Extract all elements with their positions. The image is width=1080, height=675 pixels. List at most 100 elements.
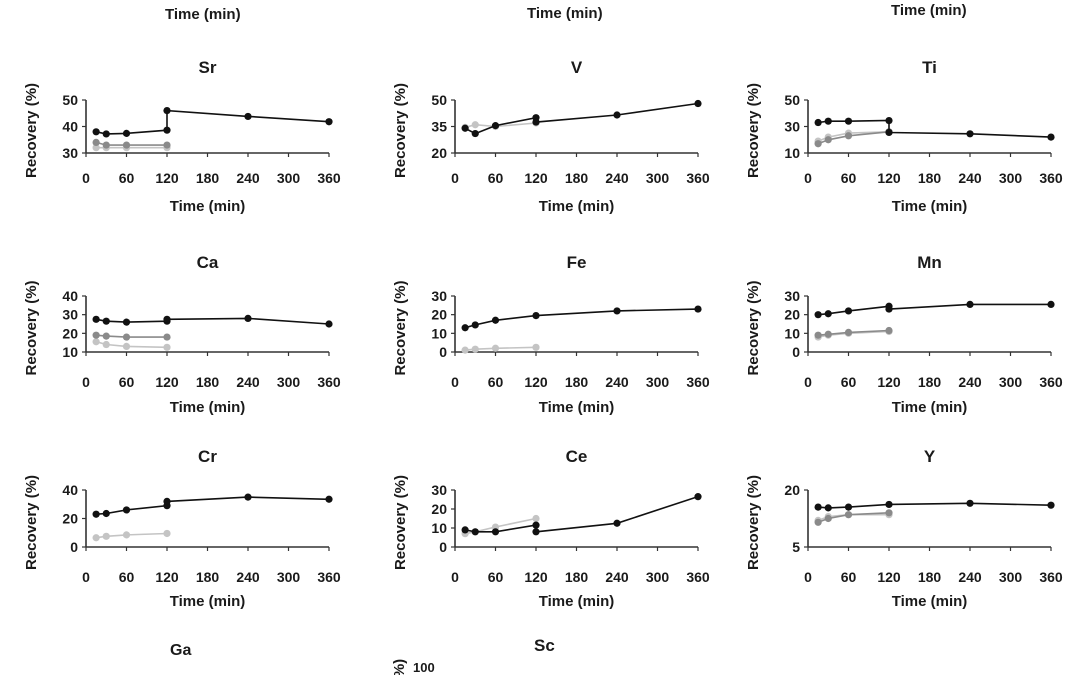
series-line <box>464 517 537 535</box>
x-axis-label: Time (min) <box>539 399 615 416</box>
data-point <box>844 307 853 315</box>
data-point <box>122 506 131 514</box>
data-point <box>122 318 131 326</box>
x-tick-label: 0 <box>804 569 812 585</box>
chart-panel-sr: Sr 30 40 50 0 60 120 180 240 300 360 Time (min) Reco… <box>23 58 341 215</box>
data-point <box>814 518 822 526</box>
bottom-partial-tick: 100 <box>413 660 435 675</box>
data-point <box>885 500 893 509</box>
chart-panel-y: Y 5 20 0 60 120 180 240 300 360 Time (min) Recovery… <box>745 447 1063 610</box>
top-axis-label-2: Time (min) <box>527 5 603 22</box>
y-tick-label: 20 <box>431 145 447 161</box>
data-point <box>844 117 853 125</box>
data-point <box>163 315 171 323</box>
data-point <box>844 328 853 336</box>
x-tick-label: 240 <box>958 569 982 585</box>
x-tick-label: 360 <box>686 569 710 585</box>
series-line <box>465 346 537 351</box>
x-tick-label: 120 <box>877 374 901 390</box>
data-point <box>163 343 171 351</box>
data-point <box>885 128 893 137</box>
y-axis-label: Recovery (%) <box>745 83 762 178</box>
x-tick-label: 180 <box>196 170 220 186</box>
data-point <box>532 312 540 320</box>
y-axis-label: Recovery (%) <box>392 280 409 375</box>
data-point <box>824 514 832 523</box>
data-point <box>461 124 469 132</box>
data-point <box>92 510 100 518</box>
panel-title: Ti <box>922 58 937 77</box>
x-tick-label: 60 <box>119 374 135 390</box>
data-point <box>163 529 171 538</box>
y-tick-label: 30 <box>784 119 800 135</box>
data-point <box>461 526 469 534</box>
data-point <box>471 321 479 329</box>
series-line <box>817 131 890 145</box>
data-point <box>885 326 893 335</box>
data-point <box>966 499 974 507</box>
data-point <box>824 117 832 125</box>
data-point <box>1047 300 1055 308</box>
series-line <box>95 340 168 349</box>
series-line <box>95 141 167 146</box>
x-axis-label: Time (min) <box>892 198 968 215</box>
panel-title: Mn <box>917 253 942 272</box>
series-line <box>464 308 699 329</box>
data-point <box>92 144 100 152</box>
series-line <box>817 512 890 524</box>
data-point <box>122 141 131 149</box>
series-line <box>817 330 890 338</box>
data-point <box>102 509 110 518</box>
y-axis-label: Recovery (%) <box>745 475 762 570</box>
x-tick-label: 0 <box>451 569 459 585</box>
x-tick-label: 60 <box>841 170 857 186</box>
y-tick-label: 20 <box>431 501 447 517</box>
x-tick-label: 120 <box>877 569 901 585</box>
x-axis-label: Time (min) <box>892 593 968 610</box>
x-tick-label: 120 <box>155 374 179 390</box>
y-tick-label: 30 <box>431 288 447 304</box>
top-axis-label-1: Time (min) <box>165 6 241 23</box>
panel-title: Ce <box>566 447 588 466</box>
data-point <box>102 332 110 340</box>
data-point <box>1047 133 1055 141</box>
y-axis-label: Recovery (%) <box>23 280 40 375</box>
data-point <box>92 338 100 346</box>
y-axis-label: Recovery (%) <box>23 475 40 570</box>
data-point <box>461 324 469 332</box>
series-line <box>95 532 168 539</box>
y-tick-label: 20 <box>784 482 800 498</box>
x-tick-label: 180 <box>565 374 589 390</box>
data-point <box>471 345 479 353</box>
y-tick-label: 30 <box>62 145 78 161</box>
panel-title: Cr <box>198 447 217 466</box>
data-point <box>92 315 100 323</box>
data-point <box>244 493 252 501</box>
data-point <box>92 534 100 542</box>
data-point <box>163 107 171 115</box>
y-axis-label: Recovery (%) <box>392 83 409 178</box>
x-tick-label: 360 <box>1039 569 1063 585</box>
data-point <box>471 528 479 536</box>
x-tick-label: 120 <box>155 170 179 186</box>
x-tick-label: 0 <box>82 569 90 585</box>
panel-title: Sr <box>199 58 217 77</box>
data-point <box>92 331 100 339</box>
series-line <box>818 502 1052 509</box>
data-point <box>163 141 171 149</box>
x-tick-label: 360 <box>317 374 341 390</box>
x-tick-label: 60 <box>119 170 135 186</box>
y-tick-label: 0 <box>439 539 447 555</box>
data-point <box>814 331 822 339</box>
x-tick-label: 360 <box>1039 374 1063 390</box>
panel-title: V <box>571 58 583 77</box>
x-tick-label: 60 <box>841 569 857 585</box>
y-tick-label: 10 <box>431 520 447 536</box>
y-tick-label: 20 <box>784 307 800 323</box>
data-point <box>814 503 822 511</box>
x-tick-label: 180 <box>196 569 220 585</box>
data-point <box>325 118 333 126</box>
x-tick-label: 0 <box>82 374 90 390</box>
